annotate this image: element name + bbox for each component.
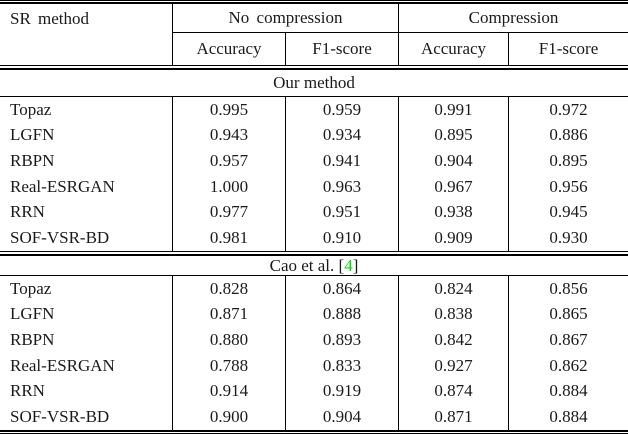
value-cell: 0.904 [285, 404, 398, 430]
value-cell: 0.888 [285, 301, 398, 328]
value-cell: 0.824 [398, 276, 508, 302]
value-cell: 0.934 [285, 122, 398, 149]
table-row: RBPN 0.957 0.941 0.904 0.895 [0, 148, 628, 174]
value-cell: 0.833 [285, 352, 398, 379]
table-row: LGFN 0.943 0.934 0.895 0.886 [0, 122, 628, 149]
value-cell: 0.871 [172, 301, 285, 328]
value-cell: 0.938 [398, 199, 508, 226]
value-cell: 0.909 [398, 225, 508, 251]
method-cell: Real-ESRGAN [10, 176, 115, 196]
value-cell: 0.880 [172, 327, 285, 353]
value-cell: 0.838 [398, 301, 508, 328]
section-title-suffix: ] [352, 255, 359, 275]
method-cell: Topaz [10, 278, 52, 298]
value-cell: 0.981 [172, 225, 285, 251]
value-cell: 0.972 [508, 97, 628, 123]
section2-rows: Topaz 0.828 0.864 0.824 0.856 LGFN 0.871… [0, 276, 628, 430]
header-bottom-rule [0, 65, 628, 70]
section-title-text: Cao et al. [ [269, 255, 345, 275]
value-cell: 0.956 [508, 173, 628, 200]
table-top-rule [0, 0, 628, 4]
method-cell: LGFN [10, 125, 55, 145]
value-cell: 0.951 [285, 199, 398, 226]
value-cell: 0.842 [398, 327, 508, 353]
value-cell: 0.963 [285, 173, 398, 200]
value-cell: 0.927 [398, 352, 508, 379]
table-row: SOF-VSR-BD 0.900 0.904 0.871 0.884 [0, 404, 628, 430]
value-cell: 0.995 [172, 97, 285, 123]
group-header-no-compression: No compression [172, 4, 398, 33]
section1-title-rule [0, 96, 628, 97]
table-row: Real-ESRGAN 1.000 0.963 0.967 0.956 [0, 173, 628, 200]
method-cell: RRN [10, 202, 45, 222]
method-cell: Topaz [10, 99, 52, 119]
value-cell: 0.871 [398, 404, 508, 430]
value-cell: 0.941 [285, 148, 398, 174]
header-row-subcols: Accuracy F1-score Accuracy F1-score [0, 33, 628, 65]
col-header-sr-method: SR method [10, 8, 90, 28]
value-cell: 0.874 [398, 378, 508, 405]
value-cell: 0.957 [172, 148, 285, 174]
value-cell: 0.884 [508, 404, 628, 430]
col-header-accuracy-nc: Accuracy [172, 33, 285, 65]
value-cell: 1.000 [172, 173, 285, 200]
section2-title-rule [0, 275, 628, 276]
value-cell: 0.884 [508, 378, 628, 405]
table-row: LGFN 0.871 0.888 0.838 0.865 [0, 301, 628, 328]
col-header-accuracy-c: Accuracy [398, 33, 508, 65]
method-cell: LGFN [10, 304, 55, 324]
value-cell: 0.856 [508, 276, 628, 302]
method-cell: SOF-VSR-BD [10, 228, 110, 248]
value-cell: 0.893 [285, 327, 398, 353]
table-row: Real-ESRGAN 0.788 0.833 0.927 0.862 [0, 352, 628, 379]
value-cell: 0.904 [398, 148, 508, 174]
method-cell: RBPN [10, 151, 55, 171]
table-row: Topaz 0.828 0.864 0.824 0.856 [0, 276, 628, 302]
method-cell: Real-ESRGAN [10, 355, 115, 375]
value-cell: 0.900 [172, 404, 285, 430]
table-row: RRN 0.914 0.919 0.874 0.884 [0, 378, 628, 405]
value-cell: 0.914 [172, 378, 285, 405]
header-row-groups: SR method No compression Compression [0, 4, 628, 33]
value-cell: 0.788 [172, 352, 285, 379]
value-cell: 0.910 [285, 225, 398, 251]
method-cell: SOF-VSR-BD [10, 407, 110, 427]
section-header-cao-et-al: Cao et al. [4] [0, 256, 628, 275]
table-row: SOF-VSR-BD 0.981 0.910 0.909 0.930 [0, 225, 628, 251]
method-cell: RBPN [10, 330, 55, 350]
section1-rows: Topaz 0.995 0.959 0.991 0.972 LGFN 0.943… [0, 97, 628, 251]
col-header-f1-c: F1-score [508, 33, 628, 65]
value-cell: 0.862 [508, 352, 628, 379]
value-cell: 0.943 [172, 122, 285, 149]
value-cell: 0.895 [398, 122, 508, 149]
value-cell: 0.919 [285, 378, 398, 405]
value-cell: 0.967 [398, 173, 508, 200]
citation-link[interactable]: 4 [344, 255, 353, 275]
value-cell: 0.991 [398, 97, 508, 123]
method-cell: RRN [10, 381, 45, 401]
table-bottom-rule [0, 430, 628, 434]
table-row: Topaz 0.995 0.959 0.991 0.972 [0, 97, 628, 123]
value-cell: 0.865 [508, 301, 628, 328]
value-cell: 0.930 [508, 225, 628, 251]
value-cell: 0.886 [508, 122, 628, 149]
value-cell: 0.867 [508, 327, 628, 353]
value-cell: 0.864 [285, 276, 398, 302]
value-cell: 0.828 [172, 276, 285, 302]
group-header-compression: Compression [398, 4, 628, 33]
table-row: RRN 0.977 0.951 0.938 0.945 [0, 199, 628, 226]
col-header-f1-nc: F1-score [285, 33, 398, 65]
section-title-text: Our method [273, 73, 355, 92]
value-cell: 0.895 [508, 148, 628, 174]
table-row: RBPN 0.880 0.893 0.842 0.867 [0, 327, 628, 353]
section-header-our-method: Our method [0, 70, 628, 96]
value-cell: 0.977 [172, 199, 285, 226]
section-divider-rule [0, 251, 628, 256]
value-cell: 0.959 [285, 97, 398, 123]
value-cell: 0.945 [508, 199, 628, 226]
header-spacer-cell [0, 33, 172, 65]
